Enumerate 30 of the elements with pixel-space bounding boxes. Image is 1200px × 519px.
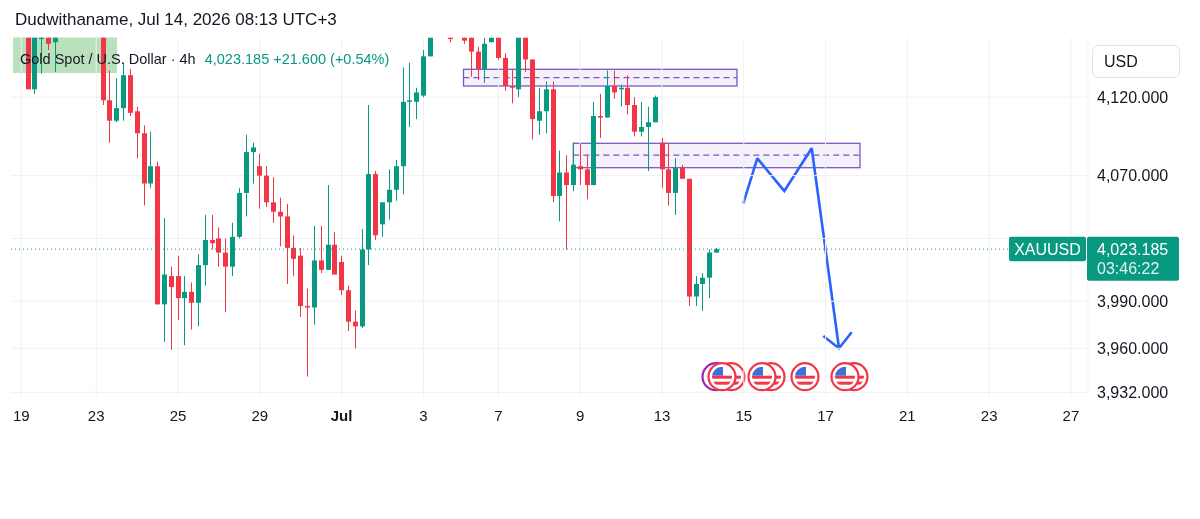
x-tick-label: 7 — [494, 407, 503, 424]
currency-button: USD — [1092, 45, 1180, 78]
x-tick-label: 21 — [899, 407, 916, 424]
text: 03:46:22 — [1097, 259, 1160, 277]
x-tick-label: 15 — [735, 407, 753, 424]
ref-line-label: XAUUSD — [1014, 241, 1081, 259]
x-tick-label: 9 — [576, 407, 585, 424]
y-tick-label: 3,960.000 — [1097, 339, 1169, 357]
candlestick — [646, 106, 651, 171]
candlestick — [182, 276, 187, 346]
x-tick-label: 17 — [817, 407, 834, 424]
y-tick-label: 4,120.000 — [1097, 88, 1169, 106]
y-tick-label: 3,990.000 — [1097, 292, 1169, 310]
x-tick-label: 3 — [419, 407, 428, 424]
text: 4,023.185 +21.600 (+0.54%) — [204, 51, 390, 67]
x-tick-label: Jul — [330, 407, 353, 424]
text: Dudwithaname, Jul 14, 2026 08:13 UTC+3 — [15, 10, 337, 30]
y-tick-label: 3,932.000 — [1097, 383, 1169, 401]
x-tick-label: 23 — [87, 407, 105, 424]
x-tick-label: 29 — [251, 407, 269, 424]
candlestick — [598, 94, 603, 138]
x-tick-label: 13 — [653, 407, 671, 424]
y-tick-label: 4,070.000 — [1097, 167, 1169, 185]
candlestick — [578, 144, 583, 186]
x-tick-label: 27 — [1062, 407, 1080, 424]
x-tick-label: 19 — [12, 407, 30, 424]
text: 4,023.185 — [1097, 241, 1169, 259]
candlestick — [510, 68, 515, 104]
x-tick-label: 25 — [169, 407, 187, 424]
x-tick-label: 23 — [980, 407, 998, 424]
